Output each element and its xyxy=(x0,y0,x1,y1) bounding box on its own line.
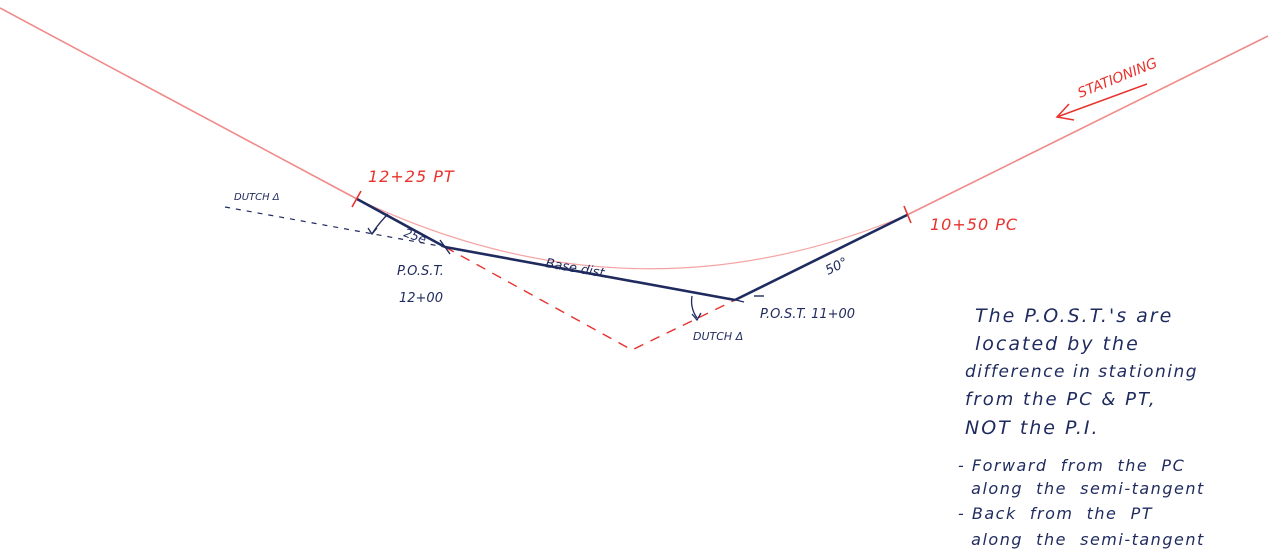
note-bullet-3: - Back from the PT xyxy=(958,504,1153,523)
forward-tangent-line xyxy=(906,35,1269,216)
dutch-delta-extension xyxy=(224,206,446,248)
angle-arc-right xyxy=(690,295,698,319)
post-right-label: P.O.S.T. 11+00 xyxy=(760,307,855,322)
note-line-3: difference in stationing xyxy=(965,362,1198,382)
note-line-5: NOT the P.I. xyxy=(965,417,1100,439)
pc-tick xyxy=(903,205,912,224)
pt-tick xyxy=(351,190,362,208)
post-left-tick xyxy=(439,239,451,255)
angle-arrow-left xyxy=(367,227,378,236)
pt-station-label: 12+25 PT xyxy=(368,167,455,186)
stationing-arrow-shaft xyxy=(1056,83,1148,118)
note-bullet-1: - Forward from the PC xyxy=(958,456,1185,475)
chord-pt-post xyxy=(356,197,446,249)
dutch-delta-label-left: DUTCH Δ xyxy=(234,192,280,203)
note-bullet-2: along the semi-tangent xyxy=(958,479,1205,498)
angle-25-label: 25e xyxy=(402,226,428,247)
back-tangent-line xyxy=(0,7,358,200)
note-line-2: located by the xyxy=(975,333,1140,355)
base-dist-label: Base dist. xyxy=(544,256,609,282)
post-right-tick xyxy=(727,297,745,303)
base-distance-line xyxy=(444,245,736,302)
post-left-title: P.O.S.T. xyxy=(397,264,444,279)
circular-curve xyxy=(356,198,908,270)
note-bullet-4: along the semi-tangent xyxy=(958,530,1205,549)
chord-pc-post xyxy=(734,213,908,302)
angle-50-label: 50° xyxy=(823,255,850,279)
pc-station-label: 10+50 PC xyxy=(930,215,1018,234)
stationing-arrow-head xyxy=(1055,103,1075,121)
angle-arrow-right xyxy=(691,312,702,322)
post-left-station: 12+00 xyxy=(399,291,443,306)
semi-tangent-dashed xyxy=(444,246,736,351)
note-line-4: from the PC & PT, xyxy=(965,389,1157,410)
dutch-delta-label-right: DUTCH Δ xyxy=(693,330,743,343)
note-line-1: The P.O.S.T.'s are xyxy=(975,305,1173,327)
